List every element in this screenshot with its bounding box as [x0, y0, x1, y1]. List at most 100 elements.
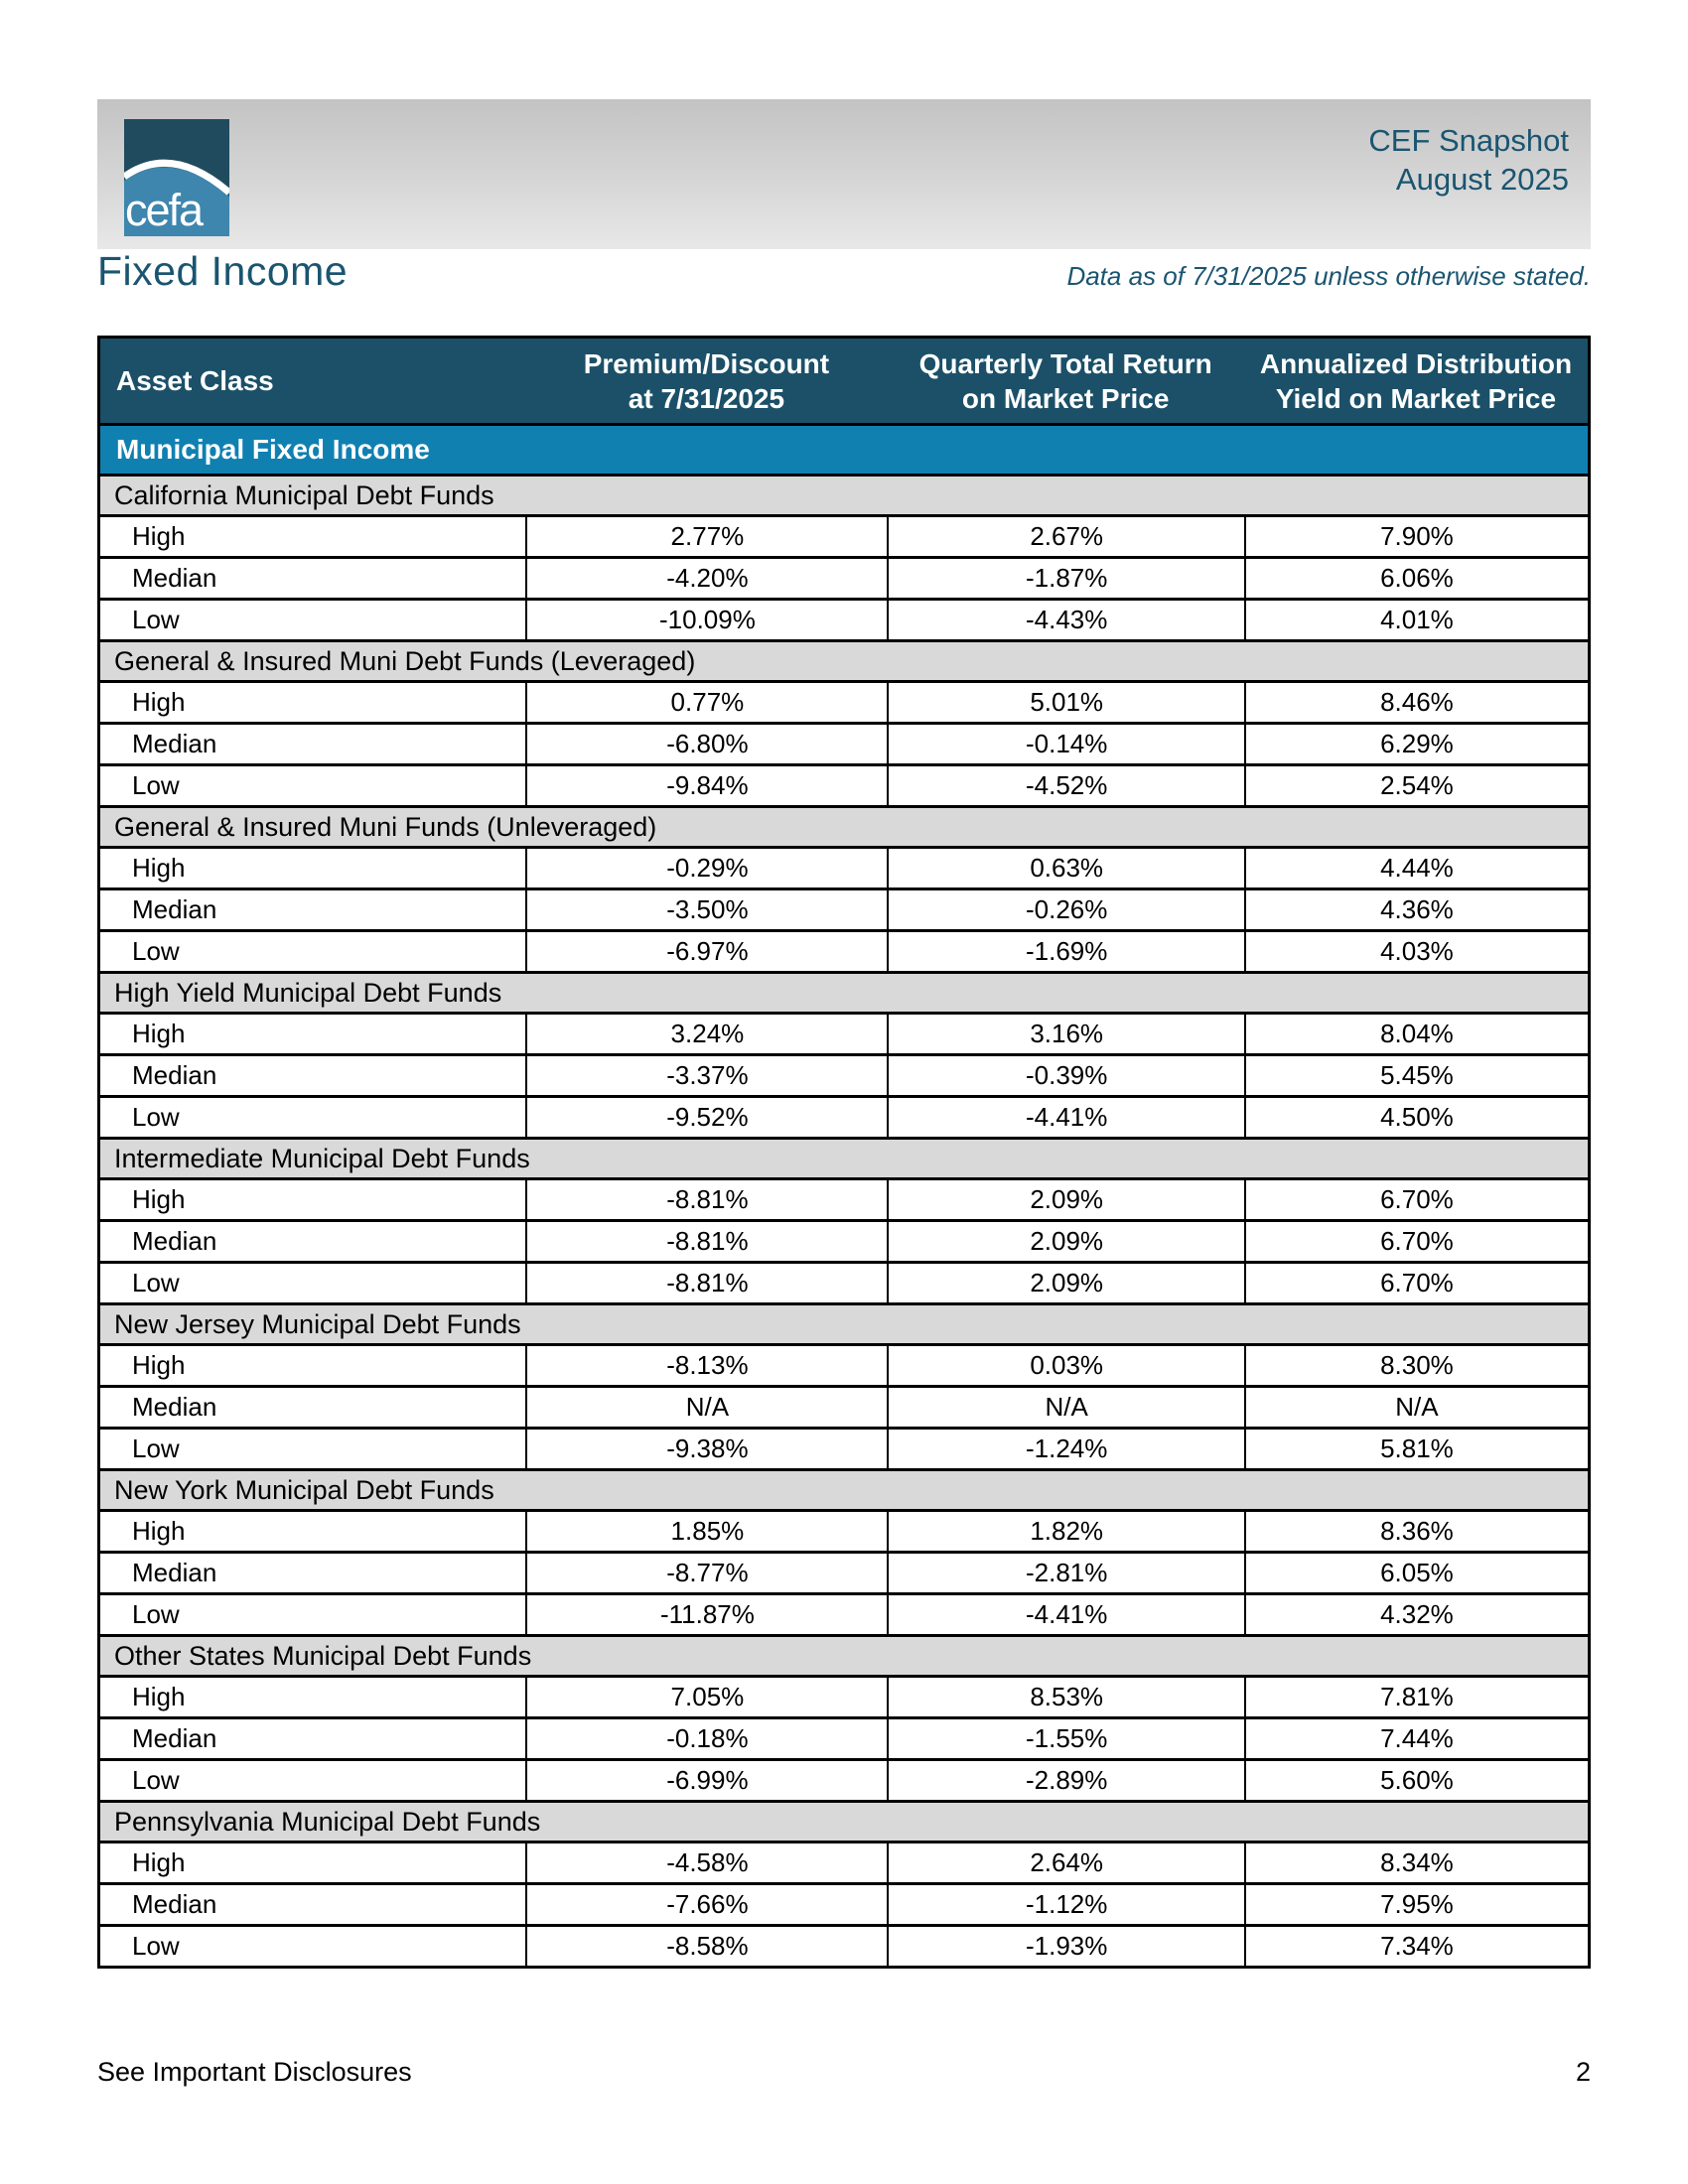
cell-value: -4.20% — [525, 559, 887, 598]
row-label: High — [132, 687, 186, 717]
cell-value: -0.39% — [887, 1056, 1244, 1095]
row-label: High — [132, 853, 186, 883]
section-header: Pennsylvania Municipal Debt Funds — [100, 1800, 1588, 1841]
header-band: cefa CEF Snapshot August 2025 — [97, 99, 1591, 249]
data-as-of-note: Data as of 7/31/2025 unless otherwise st… — [1066, 261, 1591, 291]
cell-value: -0.18% — [525, 1719, 887, 1758]
cefa-logo: cefa — [124, 119, 229, 236]
cell-value: 8.46% — [1243, 683, 1588, 722]
cell-value: N/A — [887, 1388, 1244, 1427]
cell-value: 7.95% — [1243, 1885, 1588, 1924]
cell-value: 0.63% — [887, 849, 1244, 887]
section-header: High Yield Municipal Debt Funds — [100, 971, 1588, 1012]
row-label: High — [132, 1019, 186, 1048]
column-header-line: at 7/31/2025 — [628, 382, 785, 414]
cell-value: -6.99% — [525, 1761, 887, 1800]
row-label: Median — [132, 1558, 217, 1587]
cell-value: -2.81% — [887, 1554, 1244, 1592]
row-label: Low — [132, 1765, 180, 1795]
cell-value: 8.34% — [1243, 1843, 1588, 1882]
table-row: Median -8.81% 2.09% 6.70% — [100, 1219, 1588, 1261]
report-title: CEF Snapshot — [1368, 123, 1569, 158]
cell-value: 7.34% — [1243, 1927, 1588, 1966]
cell-value: 2.09% — [887, 1222, 1244, 1261]
cell-value: -9.38% — [525, 1430, 887, 1468]
cell-value: 6.70% — [1243, 1264, 1588, 1302]
column-header-line: on Market Price — [961, 382, 1170, 414]
table-row: High 3.24% 3.16% 8.04% — [100, 1012, 1588, 1053]
cell-value: -8.77% — [525, 1554, 887, 1592]
row-label: High — [132, 521, 186, 551]
cell-value: 7.05% — [525, 1678, 887, 1716]
row-label: Low — [132, 1433, 180, 1463]
row-label: Low — [132, 605, 180, 634]
cell-value: 8.36% — [1243, 1512, 1588, 1551]
table-row: Median -3.37% -0.39% 5.45% — [100, 1053, 1588, 1095]
cell-value: -1.12% — [887, 1885, 1244, 1924]
column-header-line: Annualized Distribution — [1259, 347, 1573, 379]
cell-value: -11.87% — [525, 1595, 887, 1634]
cell-value: -1.87% — [887, 559, 1244, 598]
cell-value: -1.69% — [887, 932, 1244, 971]
section-header: Intermediate Municipal Debt Funds — [100, 1137, 1588, 1177]
cell-value: -8.81% — [525, 1180, 887, 1219]
column-header-line: Asset Class — [116, 365, 274, 396]
cell-value: 4.44% — [1243, 849, 1588, 887]
column-header-premium-discount: Premium/Discount at 7/31/2025 — [525, 339, 887, 423]
section-header: General & Insured Muni Funds (Unleverage… — [100, 805, 1588, 846]
cell-value: -7.66% — [525, 1885, 887, 1924]
section-header: General & Insured Muni Debt Funds (Lever… — [100, 639, 1588, 680]
asset-table-body: California Municipal Debt Funds High 2.77%… — [100, 474, 1588, 1966]
table-row: Median N/A N/A N/A — [100, 1385, 1588, 1427]
column-header-quarterly-return: Quarterly Total Return on Market Price — [887, 339, 1244, 423]
cell-value: 5.45% — [1243, 1056, 1588, 1095]
table-row: Low -9.84% -4.52% 2.54% — [100, 763, 1588, 805]
table-row: Low -6.97% -1.69% 4.03% — [100, 929, 1588, 971]
cell-value: -4.43% — [887, 601, 1244, 639]
row-label: Median — [132, 1226, 217, 1256]
table-row: Median -0.18% -1.55% 7.44% — [100, 1716, 1588, 1758]
cell-value: 6.06% — [1243, 559, 1588, 598]
cell-value: 2.54% — [1243, 766, 1588, 805]
row-label: Low — [132, 1931, 180, 1961]
cell-value: 3.24% — [525, 1015, 887, 1053]
section-header: California Municipal Debt Funds — [100, 474, 1588, 514]
cell-value: 6.70% — [1243, 1180, 1588, 1219]
cell-value: 4.01% — [1243, 601, 1588, 639]
cell-value: 4.50% — [1243, 1098, 1588, 1137]
table-row: High 7.05% 8.53% 7.81% — [100, 1675, 1588, 1716]
table-row: Low -8.58% -1.93% 7.34% — [100, 1924, 1588, 1966]
cell-value: 1.85% — [525, 1512, 887, 1551]
table-row: Median -4.20% -1.87% 6.06% — [100, 556, 1588, 598]
cell-value: -1.24% — [887, 1430, 1244, 1468]
cell-value: 8.30% — [1243, 1346, 1588, 1385]
table-row: Median -8.77% -2.81% 6.05% — [100, 1551, 1588, 1592]
cell-value: -3.37% — [525, 1056, 887, 1095]
cell-value: 7.81% — [1243, 1678, 1588, 1716]
page-number: 2 — [1575, 2057, 1591, 2087]
table-row: High 2.77% 2.67% 7.90% — [100, 514, 1588, 556]
cell-value: 0.03% — [887, 1346, 1244, 1385]
disclosures-note: See Important Disclosures — [97, 2057, 412, 2087]
cell-value: 3.16% — [887, 1015, 1244, 1053]
row-label: Low — [132, 1268, 180, 1297]
cell-value: -9.52% — [525, 1098, 887, 1137]
cell-value: 7.44% — [1243, 1719, 1588, 1758]
column-header-line: Premium/Discount — [583, 347, 830, 379]
row-label: Median — [132, 1889, 217, 1919]
table-row: Low -6.99% -2.89% 5.60% — [100, 1758, 1588, 1800]
cell-value: -4.58% — [525, 1843, 887, 1882]
category-row-municipal-fixed-income: Municipal Fixed Income — [100, 423, 1588, 474]
logo-wave-arc — [124, 159, 229, 196]
row-label: Median — [132, 1723, 217, 1753]
table-row: Low -8.81% 2.09% 6.70% — [100, 1261, 1588, 1302]
cell-value: -0.26% — [887, 890, 1244, 929]
table-row: Median -3.50% -0.26% 4.36% — [100, 887, 1588, 929]
table-row: Median -6.80% -0.14% 6.29% — [100, 722, 1588, 763]
row-label: Median — [132, 1060, 217, 1090]
cell-value: 7.90% — [1243, 517, 1588, 556]
page-title: Fixed Income — [97, 248, 349, 294]
cell-value: -8.58% — [525, 1927, 887, 1966]
cell-value: 8.04% — [1243, 1015, 1588, 1053]
row-label: High — [132, 1682, 186, 1711]
